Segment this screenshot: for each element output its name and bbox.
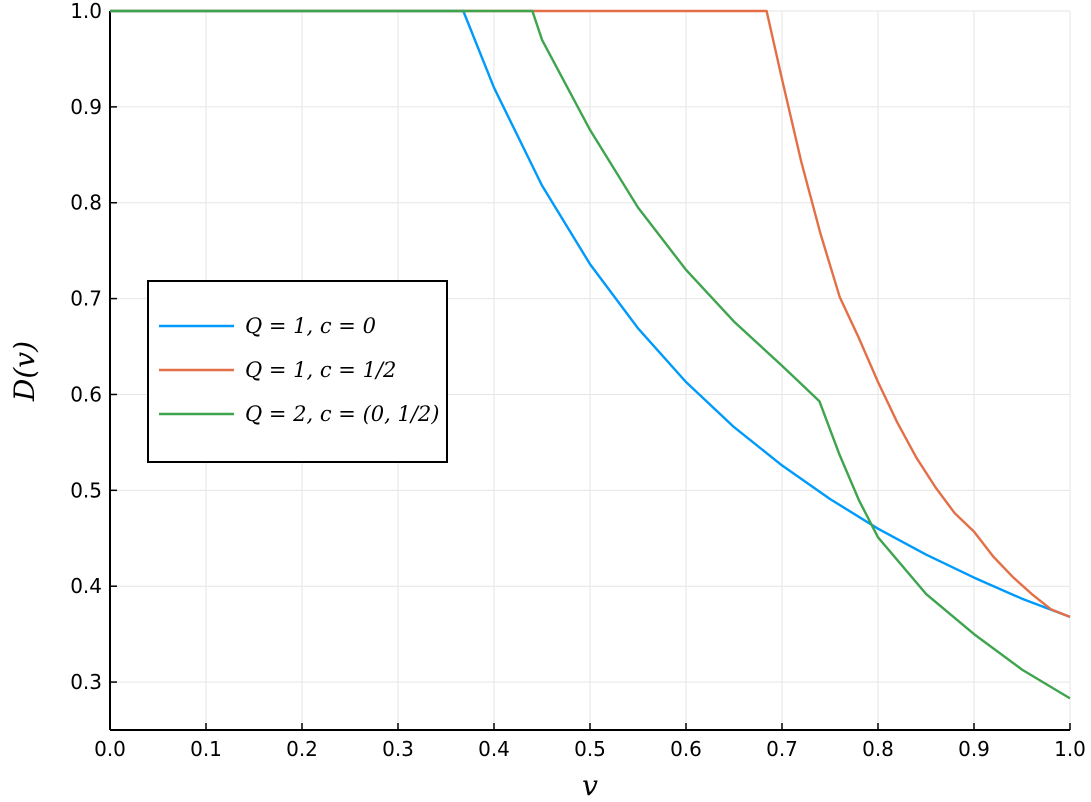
legend-entry-series-2: Q = 1, c = 1/2 xyxy=(245,358,396,382)
legend: Q = 1, c = 0 Q = 1, c = 1/2 Q = 2, c = (… xyxy=(147,280,448,463)
x-tick-label: 0.0 xyxy=(94,737,126,761)
x-tick-labels: 0.0 0.1 0.2 0.3 0.4 0.5 0.6 0.7 0.8 0.9 1.0 xyxy=(94,737,1086,761)
y-tick-label: 1.0 xyxy=(70,0,102,23)
series-lines xyxy=(110,9,1071,700)
x-tick-label: 0.2 xyxy=(286,737,318,761)
x-tick-label: 0.5 xyxy=(574,737,606,761)
x-tick-label: 0.3 xyxy=(382,737,414,761)
legend-entry-series-3: Q = 2, c = (0, 1/2) xyxy=(245,402,439,426)
series-line-3 xyxy=(110,9,1071,700)
legend-entry-series-1: Q = 1, c = 0 xyxy=(245,314,376,338)
x-tick-label: 0.6 xyxy=(670,737,702,761)
y-tick-label: 0.4 xyxy=(70,574,102,598)
y-tick-label: 0.9 xyxy=(70,95,102,119)
x-tick-label: 0.1 xyxy=(190,737,222,761)
x-tick-label: 0.7 xyxy=(766,737,798,761)
x-tick-label: 1.0 xyxy=(1054,737,1086,761)
legend-box xyxy=(147,280,448,463)
y-tick-label: 0.5 xyxy=(70,478,102,502)
x-axis-label: v xyxy=(582,769,598,802)
x-tick-label: 0.8 xyxy=(862,737,894,761)
y-tick-label: 0.8 xyxy=(70,191,102,215)
y-tick-label: 0.3 xyxy=(70,670,102,694)
y-tick-labels: 0.3 0.4 0.5 0.6 0.7 0.8 0.9 1.0 xyxy=(70,0,102,694)
series-line-2 xyxy=(110,9,1071,619)
x-tick-label: 0.4 xyxy=(478,737,510,761)
y-tick-label: 0.7 xyxy=(70,287,102,311)
series-line-1 xyxy=(110,9,1071,619)
y-axis-label: D(v) xyxy=(8,341,41,402)
x-tick-label: 0.9 xyxy=(958,737,990,761)
y-tick-label: 0.6 xyxy=(70,382,102,406)
